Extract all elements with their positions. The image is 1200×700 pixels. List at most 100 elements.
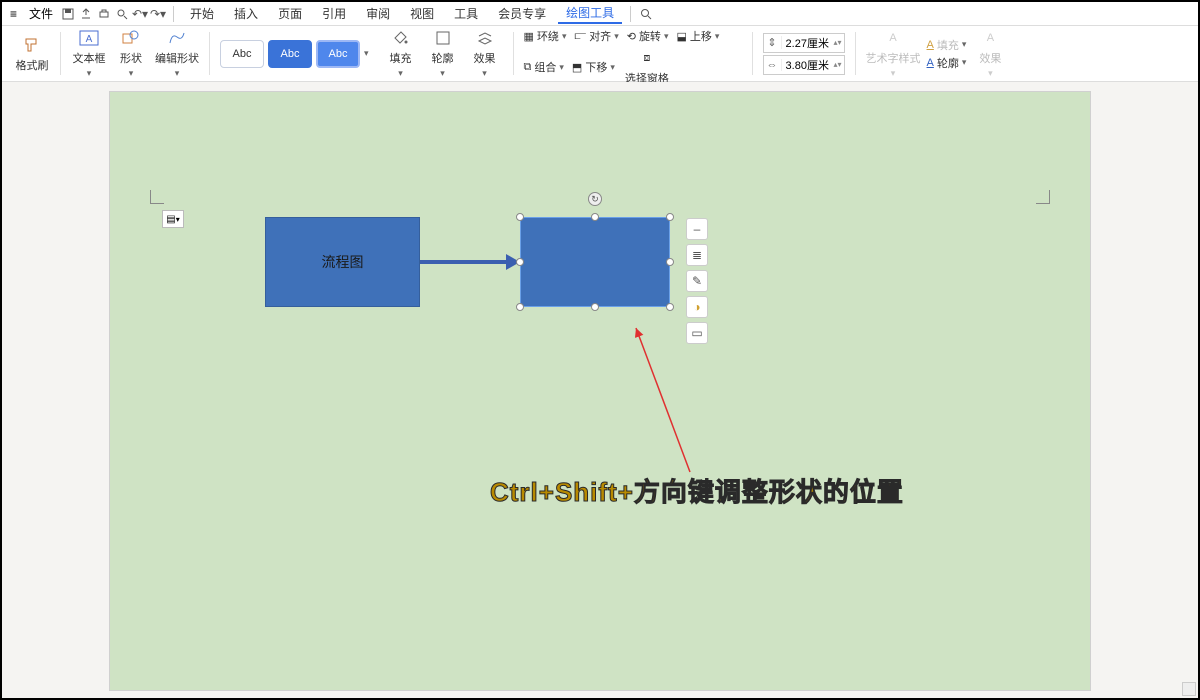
document-page[interactable]: ▤▾ 流程图 ↻ – ≣ ✎ ◑ ▭ Ctr xyxy=(110,92,1090,690)
text-outline-button[interactable]: A轮廓▾ xyxy=(927,55,967,71)
format-painter-label: 格式刷 xyxy=(16,57,49,73)
resize-handle-ne[interactable] xyxy=(666,213,674,221)
file-menu[interactable]: 文件 xyxy=(25,5,57,22)
height-icon: ⇕ xyxy=(764,36,782,49)
canvas-area: ▤▾ 流程图 ↻ – ≣ ✎ ◑ ▭ Ctr xyxy=(2,82,1198,698)
rotate-icon: ⟲ xyxy=(627,30,636,43)
tab-member[interactable]: 会员专享 xyxy=(490,5,554,22)
text-effect-button[interactable]: A 效果▾ xyxy=(972,28,1008,79)
annotation-arrow-icon xyxy=(630,322,710,482)
scroll-corner xyxy=(1182,682,1196,696)
textbox-icon: A xyxy=(79,28,99,48)
print-icon[interactable] xyxy=(97,7,111,21)
panel-fill-button[interactable]: ◑ xyxy=(686,296,708,318)
resize-handle-nw[interactable] xyxy=(516,213,524,221)
width-field[interactable]: ⇔ 3.80厘米 ▴▾ xyxy=(763,55,845,75)
up-icon: ⬓ xyxy=(676,30,686,43)
selection-pane-icon: ⧈ xyxy=(637,48,657,68)
margin-marker xyxy=(1036,190,1050,204)
export-icon[interactable] xyxy=(79,7,93,21)
text-fill-icon: A xyxy=(927,39,934,51)
format-painter-button[interactable]: 格式刷 xyxy=(14,35,50,73)
tab-drawing-tools[interactable]: 绘图工具 xyxy=(558,4,622,24)
shape-style-preset-1[interactable]: Abc xyxy=(220,40,264,68)
shape-button[interactable]: 形状▾ xyxy=(113,28,149,79)
tab-review[interactable]: 审阅 xyxy=(358,5,398,22)
tab-view[interactable]: 视图 xyxy=(402,5,442,22)
shape-style-preset-3[interactable]: Abc xyxy=(316,40,360,68)
rotate-button[interactable]: ⟲旋转▾ xyxy=(627,28,669,44)
connector-arrow[interactable] xyxy=(420,258,520,266)
shape-1-label: 流程图 xyxy=(322,252,364,272)
wordart-style-button[interactable]: A 艺术字样式▾ xyxy=(866,28,921,79)
outline-button[interactable]: 轮廓▾ xyxy=(425,28,461,79)
height-field[interactable]: ⇕ 2.27厘米 ▴▾ xyxy=(763,33,845,53)
panel-collapse-button[interactable]: – xyxy=(686,218,708,240)
textbox-button[interactable]: A 文本框▾ xyxy=(71,28,107,79)
tab-reference[interactable]: 引用 xyxy=(314,5,354,22)
textbox-label: 文本框 xyxy=(73,50,106,66)
shape-label: 形状 xyxy=(120,50,142,66)
resize-handle-w[interactable] xyxy=(516,258,524,266)
edit-shape-button[interactable]: 编辑形状▾ xyxy=(155,28,199,79)
fill-icon xyxy=(391,28,411,48)
move-down-button[interactable]: ⬒下移▾ xyxy=(572,59,615,75)
align-icon: ⫍ xyxy=(574,30,586,43)
rotate-handle[interactable]: ↻ xyxy=(588,192,602,206)
hamburger-icon[interactable]: ≡ xyxy=(6,7,21,21)
resize-handle-e[interactable] xyxy=(666,258,674,266)
wrap-button[interactable]: ▦环绕▾ xyxy=(524,28,567,44)
edit-shape-icon xyxy=(167,28,187,48)
search-icon[interactable] xyxy=(639,7,653,21)
wrap-icon: ▦ xyxy=(524,30,534,43)
text-effect-icon: A xyxy=(980,28,1000,48)
edit-shape-label: 编辑形状 xyxy=(155,50,199,66)
outline-label: 轮廓 xyxy=(432,50,454,66)
resize-handle-n[interactable] xyxy=(591,213,599,221)
tab-page[interactable]: 页面 xyxy=(270,5,310,22)
tip-annotation-text: Ctrl+Shift+方向键调整形状的位置 xyxy=(490,472,904,509)
fill-button[interactable]: 填充▾ xyxy=(383,28,419,79)
width-value: 3.80厘米 xyxy=(782,57,834,73)
selection-pane-button[interactable]: ⧈ 选择窗格 xyxy=(623,48,671,86)
effect-icon xyxy=(475,28,495,48)
undo-icon[interactable]: ↶ ▾ xyxy=(133,7,147,21)
tab-insert[interactable]: 插入 xyxy=(226,5,266,22)
margin-marker xyxy=(150,190,164,204)
ribbon: 格式刷 A 文本框▾ 形状▾ 编辑形状▾ Abc Abc Abc ▾ 填充▾ 轮… xyxy=(2,26,1198,82)
resize-handle-se[interactable] xyxy=(666,303,674,311)
wordart-icon: A xyxy=(883,28,903,48)
panel-layout-button[interactable]: ≣ xyxy=(686,244,708,266)
flowchart-shape-2-selected[interactable] xyxy=(520,217,670,307)
fill-label: 填充 xyxy=(390,50,412,66)
down-icon: ⬒ xyxy=(572,61,582,74)
preset-expand-icon[interactable]: ▾ xyxy=(364,48,369,59)
spinner-icon[interactable]: ▴▾ xyxy=(834,60,844,69)
arrow-shaft xyxy=(420,260,506,264)
redo-icon[interactable]: ↷ ▾ xyxy=(151,7,165,21)
save-icon[interactable] xyxy=(61,7,75,21)
align-button[interactable]: ⫍对齐▾ xyxy=(574,28,618,44)
effect-button[interactable]: 效果▾ xyxy=(467,28,503,79)
group-button[interactable]: ⧉组合▾ xyxy=(524,59,564,75)
menu-bar: ≡ 文件 ↶ ▾ ↷ ▾ 开始 插入 页面 引用 审阅 视图 工具 会员专享 绘… xyxy=(2,2,1198,26)
flowchart-shape-1[interactable]: 流程图 xyxy=(265,217,420,307)
brush-icon xyxy=(22,35,42,55)
divider xyxy=(630,6,631,22)
preview-icon[interactable] xyxy=(115,7,129,21)
text-fill-button[interactable]: A填充▾ xyxy=(927,37,967,53)
outline-icon xyxy=(433,28,453,48)
tab-tools[interactable]: 工具 xyxy=(446,5,486,22)
move-up-button[interactable]: ⬓上移▾ xyxy=(676,28,719,44)
size-group: ⇕ 2.27厘米 ▴▾ ⇔ 3.80厘米 ▴▾ xyxy=(763,33,845,75)
spinner-icon[interactable]: ▴▾ xyxy=(834,38,844,47)
resize-handle-sw[interactable] xyxy=(516,303,524,311)
layout-tag[interactable]: ▤▾ xyxy=(162,210,184,228)
panel-edit-button[interactable]: ✎ xyxy=(686,270,708,292)
shape-style-preset-2[interactable]: Abc xyxy=(268,40,312,68)
resize-handle-s[interactable] xyxy=(591,303,599,311)
svg-text:A: A xyxy=(86,34,93,45)
text-outline-icon: A xyxy=(927,57,934,69)
width-icon: ⇔ xyxy=(764,59,782,71)
tab-start[interactable]: 开始 xyxy=(182,5,222,22)
